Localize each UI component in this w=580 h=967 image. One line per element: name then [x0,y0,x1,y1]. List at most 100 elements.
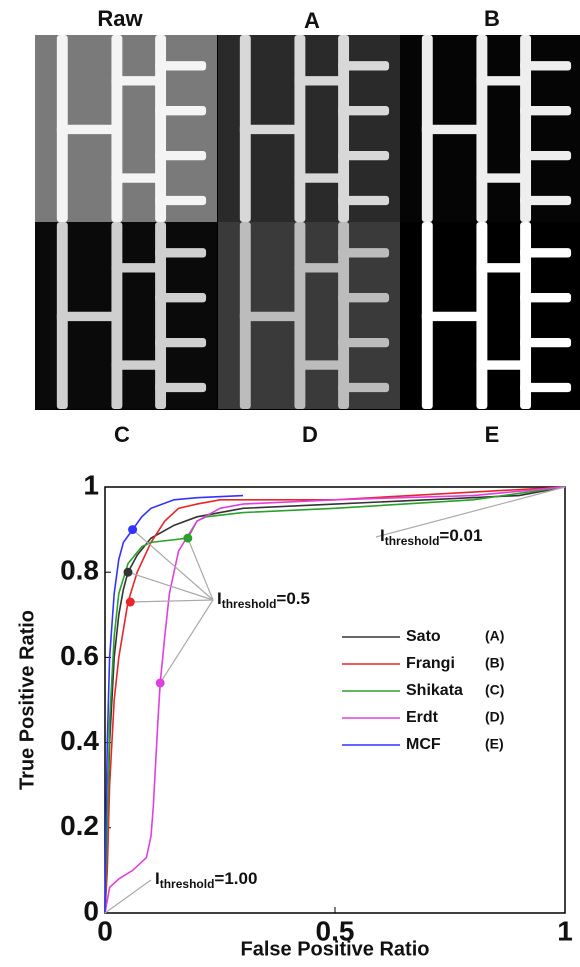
vessel [520,293,572,303]
vessel [421,311,482,322]
panel-label: D [302,422,318,447]
legend-label: Sato [406,628,441,645]
vessel [294,76,344,86]
leader-line [375,486,566,538]
vessel [239,124,300,135]
vessel [520,382,572,393]
vessel [155,293,207,303]
vessel [294,263,344,273]
panel-label: B [484,6,500,31]
roc-curve [104,494,244,914]
leader-line [104,879,152,914]
leader-line [127,571,214,601]
vessel [476,76,526,86]
annotation: Ithreshold=0.01 [380,526,482,548]
roc-curve [104,486,566,914]
leader-line [159,599,214,684]
annotation-rest: =0.5 [276,589,310,608]
annotation-sub: threshold [385,534,440,548]
vessel [155,248,207,258]
vessel [155,150,207,161]
panel-label: E [485,422,500,447]
y-axis-label: True Positive Ratio [16,610,38,790]
threshold-point [123,567,133,577]
roc-curve [104,486,566,914]
vessel [338,61,390,71]
threshold-point [125,597,135,607]
annotation: Ithreshold=1.00 [155,869,257,891]
vessel [155,195,207,206]
plot-frame [104,486,566,914]
vessel [338,293,390,303]
annotation-rest: =0.01 [439,526,482,545]
vessel [520,106,572,116]
panel-label: Raw [97,6,143,31]
vessel [155,106,207,116]
annotation: Ithreshold=0.5 [217,589,310,611]
threshold-point [183,533,193,543]
vessel [56,124,117,135]
legend-tag: (C) [485,682,504,698]
image-panels [35,35,580,409]
image-panel [400,222,580,409]
annotation-base: I [380,526,385,545]
y-tick-label: 0.2 [60,810,99,841]
panel-label: A [304,8,320,33]
legend-label: Frangi [406,655,455,672]
vessel [520,337,572,348]
annotation-base: I [217,589,222,608]
roc-curve [104,486,566,914]
y-tick-label: 0.8 [60,555,99,586]
image-panel [218,35,400,222]
vessel [338,382,390,393]
vessel [338,337,390,348]
y-tick-label: 0.6 [60,640,99,671]
threshold-point [155,678,165,688]
x-tick-label: 0.5 [316,915,355,946]
vessel [111,173,161,183]
vessel [338,248,390,258]
legend-label: MCF [406,736,441,753]
vessel [338,150,390,161]
vessel [520,195,572,206]
vessel [520,248,572,258]
annotation-base: I [155,869,160,888]
leader-line [130,599,214,603]
legend-tag: (E) [485,736,504,752]
vessel [111,76,161,86]
image-panel [35,222,217,409]
vessel [294,360,344,370]
vessel [476,263,526,273]
image-panel [218,222,400,409]
vessel [155,382,207,393]
legend-tag: (B) [485,655,504,671]
vessel [476,173,526,183]
annotation-sub: threshold [222,597,277,611]
legend-tag: (D) [485,709,504,725]
legend-label: Erdt [406,709,439,726]
legend-tag: (A) [485,628,504,644]
panel-label: C [114,422,130,447]
roc-curve [104,486,566,914]
vessel [421,124,482,135]
x-axis-label: False Positive Ratio [241,938,430,960]
vessel [111,360,161,370]
y-tick-label: 0.4 [60,725,99,756]
vessel [476,360,526,370]
vessel [520,61,572,71]
vessel [239,311,300,322]
x-tick-label: 1 [557,915,573,946]
vessel [155,61,207,71]
vessel [111,263,161,273]
leader-line [187,537,214,601]
threshold-point [128,525,138,535]
legend-label: Shikata [406,682,463,699]
annotation-rest: =1.00 [214,869,257,888]
image-panel [400,35,580,222]
vessel [294,173,344,183]
vessel [56,311,117,322]
annotation-sub: threshold [160,877,215,891]
y-tick-label: 1 [83,469,99,500]
vessel [338,195,390,206]
